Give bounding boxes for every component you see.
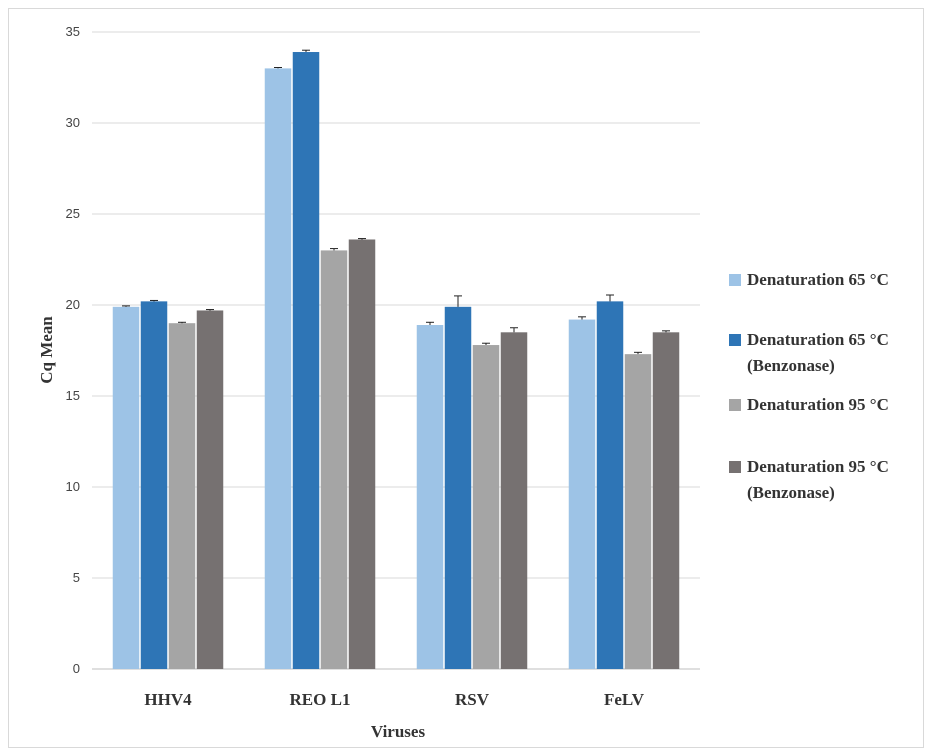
- error-bar: [606, 294, 614, 302]
- bar: [444, 306, 472, 669]
- error-bar: [634, 351, 642, 355]
- x-tick-label: REO L1: [290, 690, 351, 709]
- y-tick-label: 15: [66, 388, 80, 403]
- bar: [596, 301, 624, 669]
- x-tick-label: FeLV: [604, 690, 645, 709]
- bar: [264, 68, 292, 669]
- bar: [568, 319, 596, 669]
- y-tick-label: 10: [66, 479, 80, 494]
- bar: [472, 345, 500, 669]
- y-tick-label: 20: [66, 297, 80, 312]
- x-tick-label: HHV4: [144, 690, 192, 709]
- error-bar: [662, 330, 670, 333]
- error-bar: [482, 342, 490, 346]
- legend-label: Denaturation 95 °C (Benzonase): [747, 457, 889, 502]
- legend-swatch: [729, 334, 741, 346]
- bar: [168, 323, 196, 669]
- error-bar: [454, 295, 462, 307]
- y-tick-label: 30: [66, 115, 80, 130]
- error-bars: [122, 49, 670, 355]
- bar: [500, 332, 528, 669]
- bar: [624, 354, 652, 669]
- bar: [112, 306, 140, 669]
- y-tick-label: 35: [66, 24, 80, 39]
- legend-label: Denaturation 65 °C (Benzonase): [747, 330, 889, 375]
- legend-swatch: [729, 274, 741, 286]
- error-bar: [178, 321, 186, 324]
- bars: [112, 52, 680, 670]
- y-tick-label: 25: [66, 206, 80, 221]
- legend: Denaturation 65 °C Denaturation 65 °C (Ben…: [729, 270, 889, 502]
- error-bar: [302, 49, 310, 53]
- bar: [348, 239, 376, 670]
- legend-item: Denaturation 95 °C: [729, 395, 889, 414]
- x-axis-title: Viruses: [371, 722, 426, 741]
- x-tick-label: RSV: [455, 690, 490, 709]
- bar: [196, 310, 224, 669]
- x-axis-ticks: HHV4 REO L1 RSV FeLV: [144, 690, 644, 709]
- bar: [652, 332, 680, 669]
- bar: [320, 250, 348, 669]
- error-bar: [510, 327, 518, 333]
- y-axis-ticks: 0 5 10 15 20 25 30 35: [66, 24, 80, 676]
- error-bar: [150, 299, 158, 302]
- y-tick-label: 5: [73, 570, 80, 585]
- legend-label: Denaturation 95 °C: [747, 395, 889, 414]
- legend-swatch: [729, 399, 741, 411]
- legend-item: Denaturation 65 °C: [729, 270, 889, 289]
- legend-swatch: [729, 461, 741, 473]
- y-axis-title: Cq Mean: [37, 316, 56, 384]
- bar: [292, 52, 320, 669]
- error-bar: [330, 248, 338, 251]
- error-bar: [274, 66, 282, 69]
- legend-label: Denaturation 65 °C: [747, 270, 889, 289]
- error-bar: [206, 309, 214, 311]
- legend-item: Denaturation 65 °C (Benzonase): [729, 330, 889, 375]
- y-tick-label: 0: [73, 661, 80, 676]
- bar: [140, 301, 168, 669]
- legend-item: Denaturation 95 °C (Benzonase): [729, 457, 889, 502]
- error-bar: [358, 238, 366, 240]
- error-bar: [426, 321, 434, 326]
- bar: [416, 325, 444, 669]
- error-bar: [578, 316, 586, 320]
- error-bar: [122, 305, 130, 307]
